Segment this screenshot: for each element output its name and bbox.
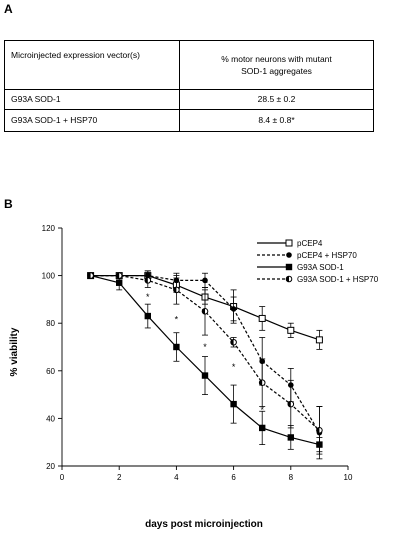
legend-marker [286,252,292,258]
panel-a-label: A [4,2,13,16]
legend-marker [285,275,293,283]
legend-item: G93A SOD-1 [257,263,344,272]
table-header-percent-line2: SOD-1 aggregates [241,66,312,76]
data-point [230,338,237,346]
marker-fill [87,272,91,279]
significance-asterisk: * [146,292,150,302]
legend-item: G93A SOD-1 + HSP70 [257,275,379,284]
table-row: G93A SOD-1 28.5 ± 0.2 [4,89,374,110]
data-point [201,372,209,379]
y-tick-label: 20 [46,462,55,471]
marker-fill [202,308,205,315]
significance-asterisk: * [260,405,264,415]
legend-item: pCEP4 [257,239,323,248]
panel-b-label: B [4,197,13,211]
data-point [202,277,208,284]
table-header-percent: % motor neurons with mutant SOD-1 aggreg… [179,40,374,90]
marker-fill [288,401,291,407]
data-point [201,308,209,315]
legend-item: pCEP4 + HSP70 [257,251,357,260]
x-tick-label: 8 [289,473,294,482]
chart-series: * * * * * [87,270,323,460]
viability-chart: 20 40 60 80 100 120 0 2 4 6 8 10 * * * * * pCEP4 pCEP4 +… [9,224,379,530]
marker-fill [286,276,289,282]
data-point [259,424,266,432]
legend-marker [285,239,293,247]
table-header-percent-line1: % motor neurons with mutant [221,53,332,64]
y-tick-label: 60 [46,367,55,376]
data-point [287,326,295,334]
legend-label: pCEP4 + HSP70 [297,251,357,260]
aggregates-table: Microinjected expression vector(s) % mot… [4,40,374,132]
y-tick-label: 100 [42,272,56,281]
significance-asterisk: * [175,314,179,324]
series-4 [87,272,323,455]
table-header-vector: Microinjected expression vector(s) [4,40,180,90]
marker-fill [259,379,263,386]
data-point [230,400,237,408]
x-tick-label: 10 [344,473,353,482]
data-point [173,286,180,294]
marker-fill [316,427,320,434]
data-point [173,343,180,351]
marker-fill [230,339,234,346]
data-point [115,272,123,279]
data-point [116,279,123,286]
marker-fill [145,277,148,284]
legend-label: G93A SOD-1 [297,263,344,272]
data-point [315,336,323,344]
chart-legend: pCEP4 pCEP4 + HSP70 G93A SOD-1 G93A SOD-1 +… [257,239,379,284]
table-cell: 28.5 ± 0.2 [179,89,374,110]
table-cell: 8.4 ± 0.8* [179,109,374,132]
legend-label: pCEP4 [297,239,323,248]
data-point [144,312,151,320]
data-point [316,427,323,434]
legend-label: G93A SOD-1 + HSP70 [297,275,379,284]
x-tick-label: 0 [60,473,65,482]
table-cell: G93A SOD-1 + HSP70 [4,109,180,132]
y-tick-label: 80 [46,319,55,328]
significance-asterisk: * [203,342,207,352]
data-point [230,306,237,312]
data-point [258,314,266,322]
data-point [87,272,94,279]
x-tick-label: 6 [231,473,236,482]
significance-asterisk: * [232,362,236,372]
marker-fill [116,272,120,279]
significance-markers: * * * * * [146,292,264,415]
chart-axes: 20 40 60 80 100 120 0 2 4 6 8 10 [42,224,353,482]
x-axis-label: days post microinjection [145,519,263,530]
data-point [287,434,294,441]
legend-marker [285,263,293,271]
y-tick-label: 40 [46,414,55,423]
y-axis-label: % viability [9,327,20,376]
marker-fill [173,287,177,293]
table-cell: G93A SOD-1 [4,89,180,110]
x-tick-label: 4 [174,473,179,482]
x-tick-label: 2 [117,473,122,482]
data-point [258,379,266,386]
y-tick-label: 120 [42,224,56,233]
data-point [144,277,152,284]
data-point [287,400,295,408]
table-row: G93A SOD-1 + HSP70 8.4 ± 0.8* [4,109,374,132]
